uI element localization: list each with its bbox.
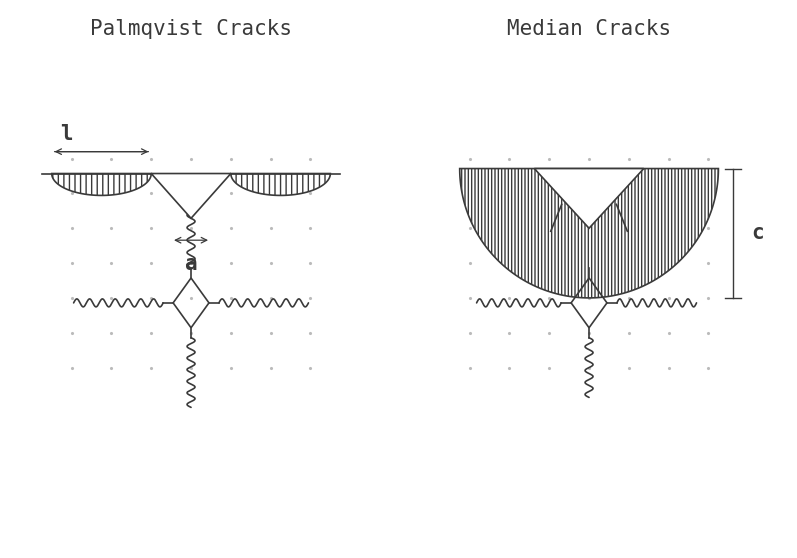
- Polygon shape: [460, 169, 718, 298]
- Polygon shape: [52, 174, 151, 195]
- Text: Palmqvist Cracks: Palmqvist Cracks: [90, 20, 292, 39]
- Polygon shape: [231, 174, 330, 195]
- Polygon shape: [534, 169, 644, 228]
- Text: Median Cracks: Median Cracks: [507, 20, 671, 39]
- Text: c: c: [752, 223, 764, 243]
- Text: l: l: [61, 124, 73, 143]
- Text: a: a: [185, 254, 198, 274]
- Polygon shape: [151, 174, 231, 218]
